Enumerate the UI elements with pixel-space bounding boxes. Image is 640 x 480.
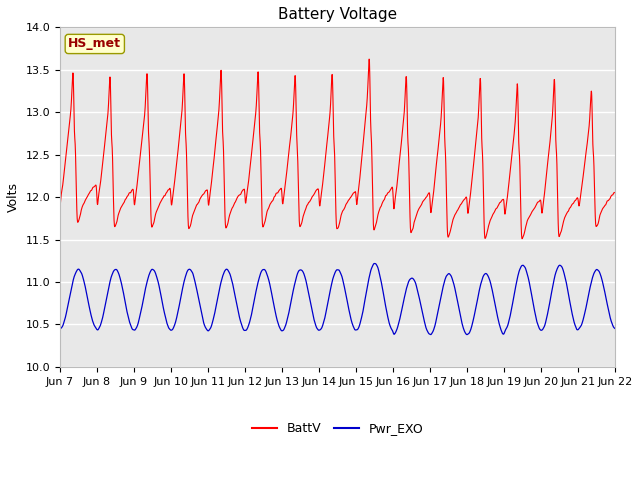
- Pwr_EXO: [371, 261, 378, 266]
- BattV: [120, 201, 127, 206]
- BattV: [269, 197, 277, 203]
- Pwr_EXO: [427, 332, 435, 337]
- BattV: [601, 203, 609, 208]
- Pwr_EXO: [601, 289, 609, 295]
- BattV: [56, 204, 64, 210]
- Line: Pwr_EXO: Pwr_EXO: [60, 264, 616, 335]
- Legend: BattV, Pwr_EXO: BattV, Pwr_EXO: [247, 418, 429, 440]
- BattV: [365, 56, 373, 62]
- Pwr_EXO: [152, 273, 160, 278]
- Pwr_EXO: [120, 289, 127, 295]
- Text: HS_met: HS_met: [68, 37, 122, 50]
- BattV: [541, 185, 549, 191]
- Pwr_EXO: [293, 272, 301, 278]
- Pwr_EXO: [612, 326, 620, 332]
- Pwr_EXO: [269, 297, 277, 303]
- Title: Battery Voltage: Battery Voltage: [278, 7, 397, 22]
- BattV: [293, 139, 301, 145]
- BattV: [518, 236, 526, 241]
- Pwr_EXO: [56, 326, 64, 332]
- Y-axis label: Volts: Volts: [7, 182, 20, 212]
- Line: BattV: BattV: [60, 59, 616, 239]
- BattV: [612, 189, 620, 195]
- Pwr_EXO: [541, 322, 549, 327]
- BattV: [152, 209, 160, 215]
